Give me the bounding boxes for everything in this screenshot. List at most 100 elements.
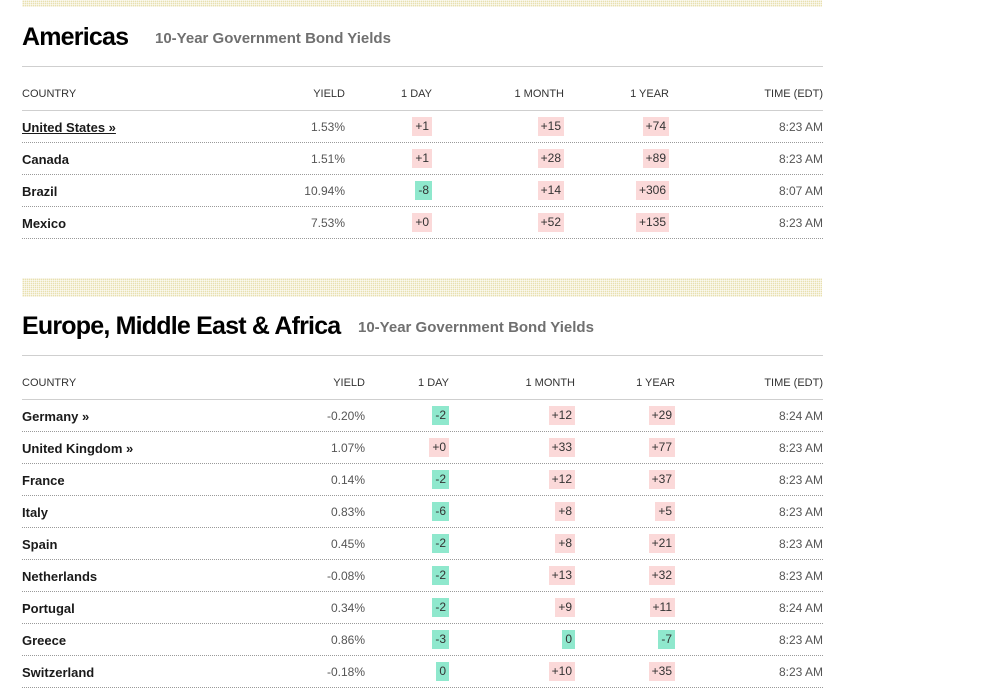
yield-value: 1.51% bbox=[310, 152, 345, 166]
one-month-change-badge: +15 bbox=[537, 117, 564, 136]
section-subtitle: 10-Year Government Bond Yields bbox=[155, 30, 391, 47]
one-month-change-badge: +28 bbox=[537, 149, 564, 168]
one-year-change-badge: +11 bbox=[649, 598, 675, 617]
one-year-change-badge: +37 bbox=[648, 470, 675, 489]
table-body: Germany » -0.20% -2 +12 +29 8:24 AM United Kin… bbox=[22, 400, 823, 688]
time-value: 8:24 AM bbox=[778, 409, 823, 423]
one-month-change-badge: +13 bbox=[548, 566, 575, 585]
one-day-change-badge: +0 bbox=[412, 213, 432, 232]
country-link[interactable]: United States » bbox=[22, 120, 116, 135]
one-month-change-badge: +9 bbox=[555, 598, 575, 617]
table-row: United Kingdom » 1.07% +0 +33 +77 8:23 AM bbox=[22, 432, 823, 464]
one-year-change-badge: +77 bbox=[648, 438, 675, 457]
header-time: TIME (EDT) bbox=[764, 377, 823, 389]
time-value: 8:23 AM bbox=[778, 537, 823, 551]
country-link[interactable]: Mexico bbox=[22, 216, 67, 231]
one-month-change-badge: +12 bbox=[548, 470, 575, 489]
country-link[interactable]: Italy bbox=[22, 505, 49, 520]
one-day-change-badge: -2 bbox=[432, 470, 449, 489]
header-1-year: 1 YEAR bbox=[630, 88, 669, 100]
table-body: United States » 1.53% +1 +15 +74 8:23 AM Canad… bbox=[22, 111, 823, 239]
table-header: COUNTRY YIELD 1 DAY 1 MONTH 1 YEAR TIME … bbox=[22, 67, 823, 111]
section-title: Americas bbox=[22, 23, 129, 51]
table-row: Mexico 7.53% +0 +52 +135 8:23 AM bbox=[22, 207, 823, 239]
one-day-change-badge: -2 bbox=[432, 598, 449, 617]
yield-value: 1.07% bbox=[330, 441, 365, 455]
table-row: Germany » -0.20% -2 +12 +29 8:24 AM bbox=[22, 400, 823, 432]
country-link[interactable]: Greece bbox=[22, 633, 67, 648]
time-value: 8:23 AM bbox=[778, 569, 823, 583]
yield-value: 0.86% bbox=[330, 633, 365, 647]
header-1-day: 1 DAY bbox=[401, 88, 432, 100]
one-year-change-badge: -7 bbox=[658, 630, 675, 649]
one-month-change-badge: +33 bbox=[548, 438, 575, 457]
section-divider-band bbox=[22, 278, 822, 297]
one-year-change-badge: +89 bbox=[642, 149, 669, 168]
one-year-change-badge: +135 bbox=[635, 213, 669, 232]
yield-value: 0.34% bbox=[330, 601, 365, 615]
section-title: Europe, Middle East & Africa bbox=[22, 312, 341, 340]
table-row: Canada 1.51% +1 +28 +89 8:23 AM bbox=[22, 143, 823, 175]
time-value: 8:23 AM bbox=[778, 441, 823, 455]
table-row: Brazil 10.94% -8 +14 +306 8:07 AM bbox=[22, 175, 823, 207]
yield-value: 10.94% bbox=[304, 184, 345, 198]
table-header: COUNTRY YIELD 1 DAY 1 MONTH 1 YEAR TIME … bbox=[22, 356, 823, 400]
table-row: Switzerland -0.18% 0 +10 +35 8:23 AM bbox=[22, 656, 823, 688]
one-year-change-badge: +35 bbox=[648, 662, 675, 681]
country-link[interactable]: Switzerland bbox=[22, 665, 95, 680]
one-month-change-badge: +8 bbox=[555, 502, 575, 521]
time-value: 8:23 AM bbox=[778, 216, 823, 230]
header-1-month: 1 MONTH bbox=[525, 377, 576, 389]
time-value: 8:23 AM bbox=[778, 633, 823, 647]
one-day-change-badge: +1 bbox=[412, 149, 432, 168]
one-day-change-badge: +1 bbox=[412, 117, 432, 136]
header-time: TIME (EDT) bbox=[764, 88, 823, 100]
country-link[interactable]: France bbox=[22, 473, 65, 488]
header-1-month: 1 MONTH bbox=[514, 88, 565, 100]
header-1-day: 1 DAY bbox=[418, 377, 449, 389]
table-row: Italy 0.83% -6 +8 +5 8:23 AM bbox=[22, 496, 823, 528]
time-value: 8:23 AM bbox=[778, 665, 823, 679]
yield-value: -0.18% bbox=[326, 665, 365, 679]
yield-value: 0.83% bbox=[330, 505, 365, 519]
country-link[interactable]: Portugal bbox=[22, 601, 75, 616]
table-row: Netherlands -0.08% -2 +13 +32 8:23 AM bbox=[22, 560, 823, 592]
time-value: 8:23 AM bbox=[778, 120, 823, 134]
americas-section: Americas 10-Year Government Bond Yields … bbox=[22, 22, 823, 239]
one-month-change-badge: +10 bbox=[548, 662, 575, 681]
one-year-change-badge: +32 bbox=[648, 566, 675, 585]
country-link[interactable]: Germany » bbox=[22, 409, 90, 424]
time-value: 8:23 AM bbox=[778, 505, 823, 519]
one-day-change-badge: -2 bbox=[432, 534, 449, 553]
country-link[interactable]: Netherlands bbox=[22, 569, 98, 584]
one-day-change-badge: -8 bbox=[415, 181, 432, 200]
one-month-change-badge: +12 bbox=[548, 406, 575, 425]
country-link[interactable]: Spain bbox=[22, 537, 58, 552]
yield-value: -0.08% bbox=[326, 569, 365, 583]
one-day-change-badge: -3 bbox=[432, 630, 449, 649]
country-link[interactable]: Brazil bbox=[22, 184, 58, 199]
country-link[interactable]: United Kingdom » bbox=[22, 441, 134, 456]
yield-value: 0.45% bbox=[330, 537, 365, 551]
one-year-change-badge: +5 bbox=[655, 502, 675, 521]
one-year-change-badge: +74 bbox=[642, 117, 669, 136]
one-month-change-badge: +14 bbox=[537, 181, 564, 200]
one-month-change-badge: +8 bbox=[555, 534, 575, 553]
time-value: 8:23 AM bbox=[778, 473, 823, 487]
header-yield: YIELD bbox=[313, 88, 345, 100]
header-country: COUNTRY bbox=[22, 377, 77, 389]
table-row: Greece 0.86% -3 0 -7 8:23 AM bbox=[22, 624, 823, 656]
one-year-change-badge: +29 bbox=[648, 406, 675, 425]
section-subtitle: 10-Year Government Bond Yields bbox=[358, 319, 594, 336]
yield-value: -0.20% bbox=[326, 409, 365, 423]
section-header: Americas 10-Year Government Bond Yields bbox=[22, 22, 823, 67]
section-header: Europe, Middle East & Africa 10-Year Gov… bbox=[22, 311, 823, 356]
table-row: Portugal 0.34% -2 +9 +11 8:24 AM bbox=[22, 592, 823, 624]
yield-value: 0.14% bbox=[330, 473, 365, 487]
one-day-change-badge: -2 bbox=[432, 406, 449, 425]
time-value: 8:24 AM bbox=[778, 601, 823, 615]
country-link[interactable]: Canada bbox=[22, 152, 69, 167]
one-day-change-badge: -2 bbox=[432, 566, 449, 585]
table-row: United States » 1.53% +1 +15 +74 8:23 AM bbox=[22, 111, 823, 143]
header-yield: YIELD bbox=[333, 377, 365, 389]
